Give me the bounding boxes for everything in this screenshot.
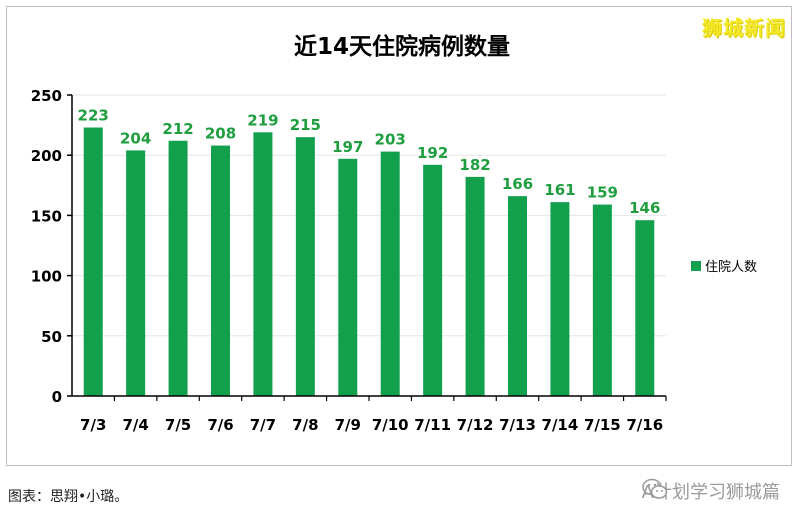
data-label: 192 (417, 144, 448, 162)
bar (338, 158, 358, 396)
y-tick-label: 150 (31, 207, 62, 225)
legend: 住院人数 (691, 260, 757, 275)
bar (423, 164, 443, 396)
bar (635, 220, 655, 396)
x-tick-label: 7/5 (165, 416, 191, 434)
x-tick-label: 7/8 (292, 416, 318, 434)
legend-swatch (691, 261, 701, 271)
bars (83, 127, 655, 397)
bar (83, 127, 103, 397)
data-label: 204 (120, 129, 151, 147)
data-labels: 223 204 212 208 219 215 197 203 192 182 166 161 159 1… (78, 107, 661, 218)
x-tick-label: 7/12 (457, 416, 494, 434)
bar (295, 137, 315, 396)
bar (168, 140, 188, 396)
x-axis-ticks: 7/3 7/4 7/5 7/6 7/7 7/8 7/9 7/10 7/11 7/12 7/13 7/1… (80, 396, 667, 434)
bar (508, 196, 527, 396)
y-tick-label: 100 (31, 268, 62, 286)
data-label: 219 (247, 111, 278, 129)
x-tick-label: 7/13 (499, 416, 536, 434)
data-label: 208 (205, 125, 236, 143)
bar (211, 145, 230, 396)
data-label: 166 (502, 175, 533, 193)
bar (253, 132, 273, 396)
data-label: 159 (587, 184, 618, 202)
legend-label: 住院人数 (705, 260, 757, 275)
brand-logo: 狮城新闻 (702, 16, 786, 40)
x-tick-label: 7/11 (414, 416, 451, 434)
x-tick-label: 7/7 (250, 416, 276, 434)
x-tick-label: 7/10 (372, 416, 409, 434)
wechat-account[interactable]: A计划学习狮城篇 (642, 478, 780, 504)
x-tick-label: 7/15 (584, 416, 621, 434)
chart-title: 近14天住院病例数量 (294, 33, 510, 60)
bar (465, 176, 485, 396)
data-label: 223 (78, 107, 109, 125)
bar (380, 151, 400, 396)
y-axis-ticks: 0 50 100 150 200 250 (31, 87, 72, 406)
data-label: 146 (629, 199, 660, 217)
data-label: 203 (375, 131, 406, 149)
wechat-icon (641, 478, 667, 499)
y-tick-label: 250 (31, 87, 62, 105)
wechat-account-name: A计划学习狮城篇 (641, 482, 780, 503)
x-tick-label: 7/9 (335, 416, 361, 434)
bar (550, 202, 570, 396)
bar (592, 204, 612, 396)
data-label: 215 (290, 116, 321, 134)
y-tick-label: 200 (31, 147, 62, 165)
x-tick-label: 7/3 (80, 416, 106, 434)
y-tick-label: 0 (52, 388, 62, 406)
x-tick-label: 7/16 (626, 416, 663, 434)
x-tick-label: 7/4 (122, 416, 148, 434)
data-label: 161 (544, 181, 575, 199)
bar (126, 150, 146, 396)
x-tick-label: 7/6 (207, 416, 233, 434)
footer-credit: 图表：思翔•小璐。 (8, 489, 129, 505)
data-label: 182 (459, 156, 490, 174)
y-tick-label: 50 (41, 328, 62, 346)
data-label: 197 (332, 138, 363, 156)
data-label: 212 (162, 120, 193, 138)
gridlines (72, 94, 666, 337)
x-tick-label: 7/14 (542, 416, 579, 434)
